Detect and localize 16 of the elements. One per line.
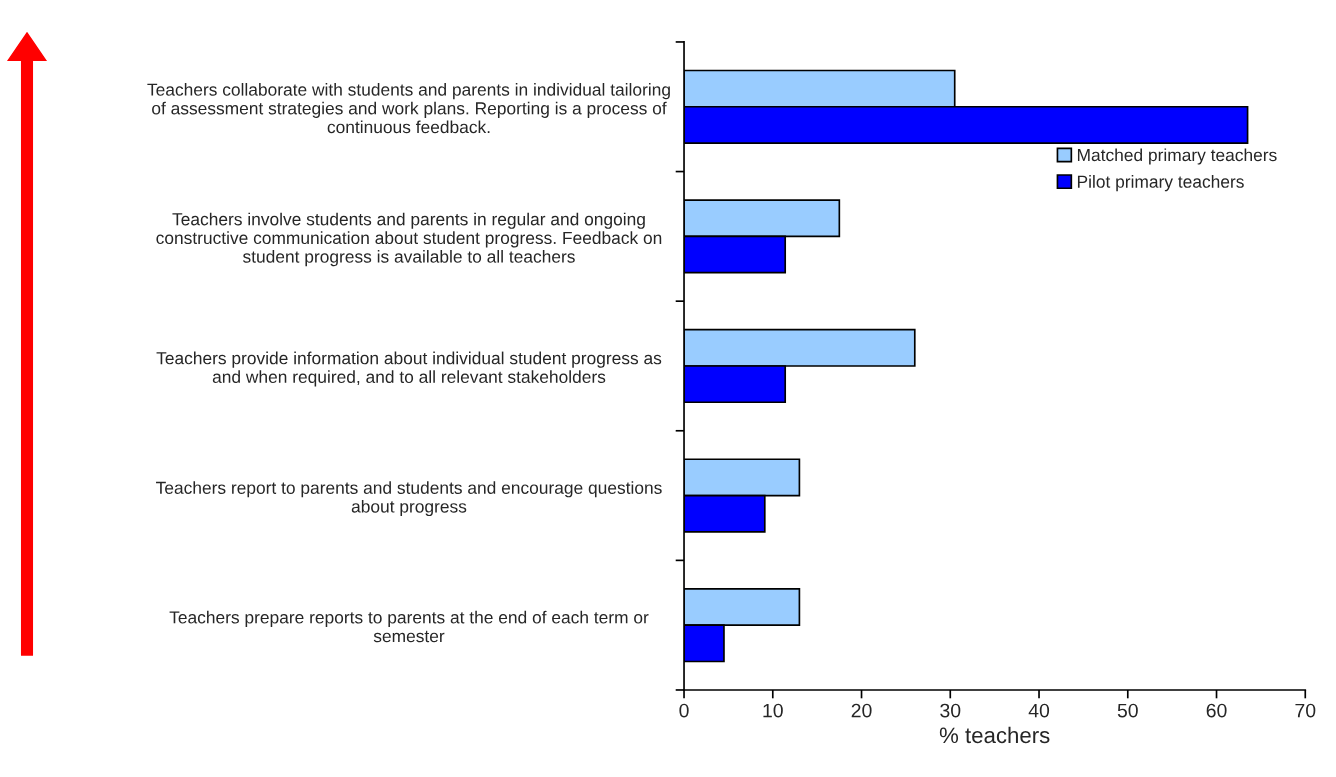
x-tick-label: 20 (851, 703, 872, 718)
x-tick-label: 70 (1295, 703, 1316, 718)
y-tick-label: Teachers prepare reports to parents at the end of each term or semester (169, 610, 649, 643)
legend-label: Pilot primary teachers (1077, 175, 1244, 192)
x-tick-label: 30 (940, 703, 961, 718)
y-tick-label: Teachers provide information about individual student progress as and when required, and to all relevant stakeholders (156, 351, 662, 387)
x-tick-label: 60 (1206, 703, 1227, 718)
x-tick-label: 0 (679, 703, 689, 718)
x-tick-label: 50 (1117, 703, 1138, 718)
y-tick-label: Teachers collaborate with students and parents in individual tailoring of assessment strategies and work plans. Reporting is a process of continuous feedback. (147, 83, 670, 134)
x-axis-title: % teachers (939, 726, 1050, 744)
y-tick-label: Teachers involve students and parents in regular and ongoing constructive communication about student progress. Feedback on student progress is available to all teachers (156, 212, 662, 267)
legend-label: Matched primary teachers (1077, 148, 1277, 165)
x-tick-label: 40 (1028, 703, 1050, 718)
x-tick-label: 10 (763, 703, 783, 718)
y-tick-label: Teachers report to parents and students and encourage questions about progress (156, 481, 662, 517)
